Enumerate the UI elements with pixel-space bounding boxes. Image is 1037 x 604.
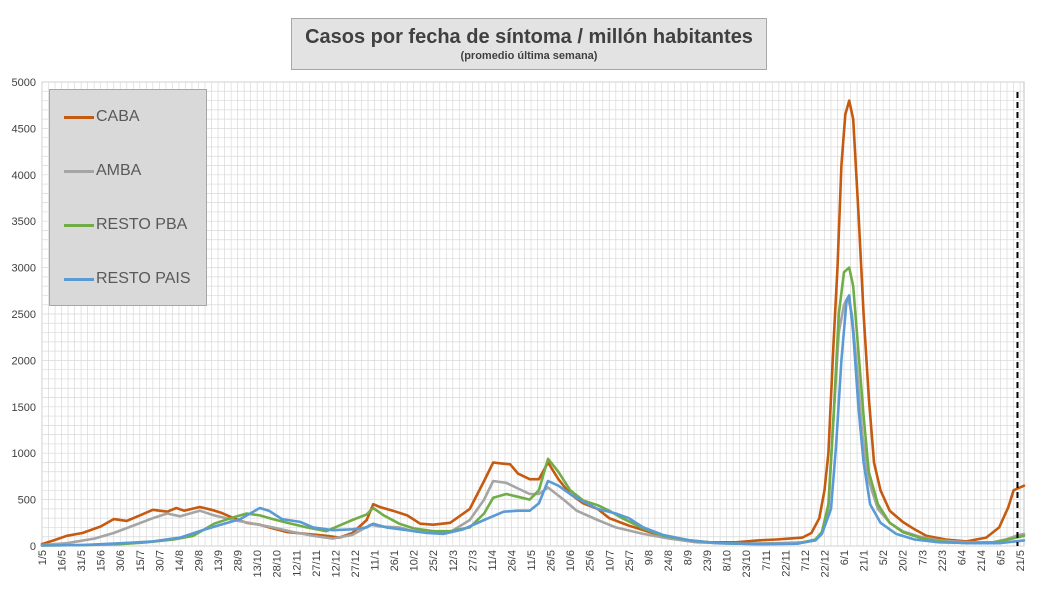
x-tick-label: 8/9 — [683, 550, 695, 565]
x-tick-label: 20/2 — [898, 550, 910, 571]
x-tick-label: 9/8 — [643, 550, 655, 565]
x-tick-label: 26/5 — [546, 550, 558, 571]
x-tick-label: 21/1 — [859, 550, 871, 571]
x-tick-label: 25/7 — [624, 550, 636, 571]
x-tick-label: 28/10 — [272, 550, 284, 578]
series-line-resto-pais — [40, 294, 1026, 547]
series-line-resto-pba — [40, 266, 1026, 547]
x-tick-label: 10/7 — [604, 550, 616, 571]
x-tick-label: 30/6 — [115, 550, 127, 571]
x-tick-label: 1/5 — [37, 550, 49, 565]
x-tick-label: 28/9 — [233, 550, 245, 571]
x-tick-label: 12/11 — [291, 550, 303, 577]
x-tick-label: 25/6 — [585, 550, 597, 571]
chart-title-box: Casos por fecha de síntoma / millón habi… — [291, 18, 767, 70]
legend-label-resto-pba: RESTO PBA — [96, 216, 188, 233]
x-tick-label: 11/5 — [526, 550, 538, 571]
legend-item-resto-pais: RESTO PAIS — [50, 269, 206, 289]
x-tick-label: 23/10 — [741, 550, 753, 578]
legend: CABA AMBA RESTO PBA RESTO PAIS — [49, 89, 207, 306]
y-tick-label: 3500 — [12, 216, 36, 228]
y-tick-label: 5000 — [12, 77, 36, 89]
x-tick-label: 26/1 — [389, 550, 401, 571]
x-tick-label: 16/5 — [57, 550, 69, 571]
x-tick-label: 10/6 — [565, 550, 577, 571]
y-axis: 0 500 1000 1500 2000 2500 3000 3500 4000 4500 5000 — [12, 77, 36, 553]
x-tick-label: 23/9 — [702, 550, 714, 571]
x-tick-label: 6/1 — [839, 550, 851, 565]
y-tick-label: 500 — [18, 495, 36, 507]
x-tick-label: 22/11 — [780, 550, 792, 577]
legend-label-resto-pais: RESTO PAIS — [96, 270, 191, 287]
y-tick-label: 2500 — [12, 309, 36, 321]
y-tick-label: 0 — [30, 541, 36, 553]
y-tick-label: 4500 — [12, 123, 36, 135]
x-tick-label: 7/11 — [761, 550, 773, 571]
x-tick-label: 15/7 — [135, 550, 147, 571]
grid-lines — [41, 81, 1025, 547]
series-line-caba — [40, 99, 1026, 546]
x-tick-label: 22/12 — [819, 550, 831, 578]
x-tick-label: 22/3 — [937, 550, 949, 571]
chart-title: Casos por fecha de síntoma / millón habi… — [305, 26, 753, 48]
x-tick-label: 12/3 — [448, 550, 460, 571]
x-tick-label: 15/6 — [96, 550, 108, 571]
x-tick-label: 14/8 — [174, 550, 186, 571]
x-tick-label: 6/4 — [956, 550, 968, 565]
x-tick-label: 27/11 — [311, 550, 323, 577]
x-tick-label: 31/5 — [76, 550, 88, 571]
x-tick-label: 27/3 — [467, 550, 479, 571]
x-tick-label: 7/3 — [917, 550, 929, 565]
y-tick-label: 1000 — [12, 448, 36, 460]
legend-item-amba: AMBA — [50, 161, 206, 181]
legend-item-caba: CABA — [50, 107, 206, 127]
legend-label-caba: CABA — [96, 108, 140, 125]
y-tick-label: 3000 — [12, 263, 36, 275]
x-tick-label: 29/8 — [193, 550, 205, 571]
legend-swatch-resto-pais — [64, 278, 94, 281]
x-tick-label: 12/12 — [330, 550, 342, 578]
y-tick-label: 1500 — [12, 402, 36, 414]
x-tick-label: 5/2 — [878, 550, 890, 565]
x-tick-label: 25/2 — [428, 550, 440, 571]
x-tick-label: 11/4 — [487, 550, 499, 571]
x-tick-label: 8/10 — [722, 550, 734, 571]
legend-label-amba: AMBA — [96, 162, 142, 179]
x-axis: 1/5 16/5 31/5 15/6 30/6 15/7 30/7 14/8 29/8 13/9 2… — [37, 550, 1027, 578]
legend-item-resto-pba: RESTO PBA — [50, 215, 206, 235]
x-tick-label: 11/1 — [370, 550, 382, 571]
x-tick-label: 13/10 — [252, 550, 264, 578]
x-tick-label: 13/9 — [213, 550, 225, 571]
chart-subtitle: (promedio última semana) — [460, 50, 598, 62]
x-tick-label: 24/8 — [663, 550, 675, 571]
x-tick-label: 27/12 — [350, 550, 362, 578]
x-tick-label: 21/4 — [976, 550, 988, 571]
series-lines — [40, 99, 1026, 547]
x-tick-label: 10/2 — [409, 550, 421, 571]
y-tick-label: 4000 — [12, 170, 36, 182]
x-tick-label: 30/7 — [154, 550, 166, 571]
y-tick-label: 2000 — [12, 355, 36, 367]
x-tick-label: 26/4 — [506, 550, 518, 571]
legend-swatch-amba — [64, 170, 94, 173]
legend-swatch-resto-pba — [64, 224, 94, 227]
x-tick-label: 7/12 — [800, 550, 812, 571]
x-tick-label: 6/5 — [996, 550, 1008, 565]
x-tick-label: 21/5 — [1015, 550, 1027, 571]
legend-swatch-caba — [64, 116, 94, 119]
